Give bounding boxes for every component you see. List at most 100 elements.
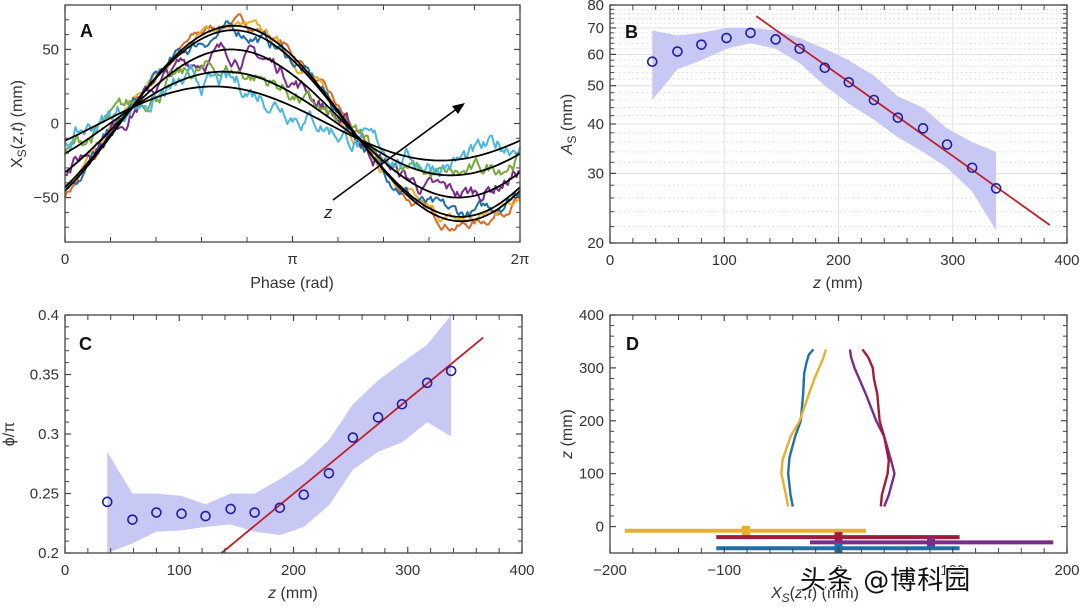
panel-c-data-point: [101, 496, 113, 508]
panel-c-x-tick-label: 300: [395, 562, 420, 579]
panel-c-data-point: [274, 502, 286, 514]
panel-d-yellow-profile: [780, 349, 828, 507]
panel-c-ticks: 0 100 200 300 400 0.2 0.25 0.3 0.35 0.4: [30, 307, 535, 579]
panel-d-y-tick-label: 0: [596, 519, 604, 536]
panel-c-ylabel: ϕ/π: [1, 422, 18, 446]
panel-b-x-tick-label: 100: [712, 252, 737, 269]
panel-b-x-tick-label: 0: [606, 252, 614, 269]
panel-d-x-tick-label: 200: [1054, 562, 1079, 579]
panel-d-ylabel: z (mm): [559, 409, 576, 460]
panel-d-xlabel: XS(z,t) (mm): [770, 585, 859, 605]
panel-b-marks: [646, 15, 1051, 231]
panel-b: 0 100 200 300 400 20 30 40 50 60 70 80 B z (mm) AS …: [559, 0, 1080, 292]
panel-a-ylabel: XS(z,t) (mm): [9, 80, 29, 168]
panel-d-frame: [609, 314, 1068, 554]
panel-a-xlabel: Phase (rad): [250, 275, 334, 292]
panel-c-data-point: [225, 503, 236, 515]
panel-c-data-point: [396, 398, 408, 410]
panel-b-y-tick-label: 20: [587, 235, 604, 252]
panel-c-label: C: [79, 334, 92, 354]
panel-d-yellow-errorbar-center: [741, 525, 750, 536]
panel-b-data-point: [966, 162, 978, 174]
panel-c-x-tick-label: 100: [167, 562, 192, 579]
panel-a-y-tick-label: 50: [42, 41, 59, 58]
panel-c-data-point: [421, 377, 433, 389]
panel-c-x-tick-label: 0: [61, 562, 69, 579]
panel-b-y-tick-label: 70: [587, 20, 604, 37]
panel-b-data-point: [646, 56, 658, 67]
panel-d-red-profile: [861, 348, 890, 507]
panel-a-x-tick-label: π: [287, 251, 297, 268]
z-arrow-label: z: [323, 203, 333, 222]
panel-c-data-point: [445, 365, 457, 377]
panel-a: 0 π 2π −50 0 50 A Phase (rad) XS(z,t) (mm) z: [9, 4, 530, 292]
panel-b-data-point: [843, 76, 855, 88]
panel-a-x-tick-label: 2π: [511, 251, 530, 268]
panel-b-fit-line: [755, 15, 1051, 226]
panel-d-x-tick-label: 100: [940, 562, 965, 579]
fit-curve-2: [64, 29, 521, 218]
panel-d-y-tick-label: 100: [579, 466, 604, 483]
panel-c-data-point: [249, 507, 260, 518]
panel-c-y-tick-label: 0.3: [38, 426, 59, 443]
panel-b-ylabel: AS (mm): [559, 94, 579, 155]
panel-b-data-point: [745, 27, 756, 39]
panel-c-fit-line: [220, 336, 484, 554]
panel-c-data-point: [151, 507, 162, 518]
panel-b-x-tick-label: 300: [940, 252, 965, 269]
panel-d: −200 −100 0 100 200 0 100 200 300 400 D XS(z,t) (…: [559, 307, 1080, 605]
panel-b-y-tick-label: 30: [587, 165, 604, 182]
panel-b-data-point: [990, 183, 1002, 194]
fit-curve-5: [64, 85, 521, 162]
panel-d-y-tick-label: 300: [579, 360, 604, 377]
panel-b-envelope: [652, 27, 997, 231]
panel-b-data-point: [917, 123, 929, 134]
panel-d-ticks: −200 −100 0 100 200 0 100 200 300 400: [579, 307, 1080, 579]
panel-a-ticks: 0 π 2π −50 0 50: [34, 5, 530, 268]
panel-d-marks: [624, 348, 1054, 554]
panel-b-data-point: [721, 32, 732, 44]
panel-a-marks: [64, 13, 521, 232]
panel-b-ticks: 0 100 200 300 400 20 30 40 50 60 70 80: [587, 0, 1079, 269]
fit-curve-4: [64, 70, 521, 177]
panel-b-data-point: [892, 112, 904, 123]
panel-b-data-point: [819, 62, 831, 74]
panel-c-data-point: [298, 489, 310, 500]
panel-d-x-tick-label: 0: [834, 562, 842, 579]
panel-a-y-tick-label: −50: [34, 190, 59, 207]
panel-b-label: B: [625, 22, 638, 42]
panel-c-data-point: [127, 514, 138, 525]
panel-c-marks: [101, 315, 484, 554]
panel-d-purple-errorbar-center: [927, 537, 936, 548]
panel-c-envelope: [107, 315, 452, 553]
panel-b-y-tick-label: 60: [587, 46, 604, 63]
panel-b-y-tick-label: 50: [587, 78, 604, 95]
panel-a-label: A: [80, 21, 93, 41]
z-arrow: z: [323, 103, 465, 222]
panel-b-y-tick-label: 40: [587, 116, 604, 133]
panel-b-data-point: [868, 94, 880, 106]
panel-a-x-tick-label: 0: [61, 251, 69, 268]
panel-b-x-tick-label: 200: [826, 252, 851, 269]
panel-c-y-tick-label: 0.4: [38, 307, 59, 324]
watermark: 头条 @博科园: [800, 566, 972, 596]
panel-b-data-point: [941, 139, 953, 150]
panel-d-x-tick-label: −100: [707, 562, 741, 579]
panel-c-y-tick-label: 0.25: [30, 486, 59, 503]
panel-d-y-tick-label: 400: [579, 307, 604, 324]
panel-c-x-tick-label: 400: [509, 562, 534, 579]
panel-c-y-tick-label: 0.35: [30, 367, 59, 384]
panel-c-x-tick-label: 200: [281, 562, 306, 579]
panel-c-y-tick-label: 0.2: [38, 545, 59, 562]
panel-d-x-tick-label: −200: [593, 562, 627, 579]
panel-a-y-tick-label: 0: [51, 116, 59, 133]
panel-d-red-errorbar-center: [834, 532, 843, 543]
panel-c-data-point: [323, 467, 335, 479]
panel-c-xlabel: z (mm): [267, 585, 318, 602]
panel-d-purple-profile: [848, 349, 896, 507]
panel-d-label: D: [626, 334, 639, 354]
panel-b-y-tick-label: 80: [587, 0, 604, 14]
panel-b-data-point: [794, 43, 805, 55]
